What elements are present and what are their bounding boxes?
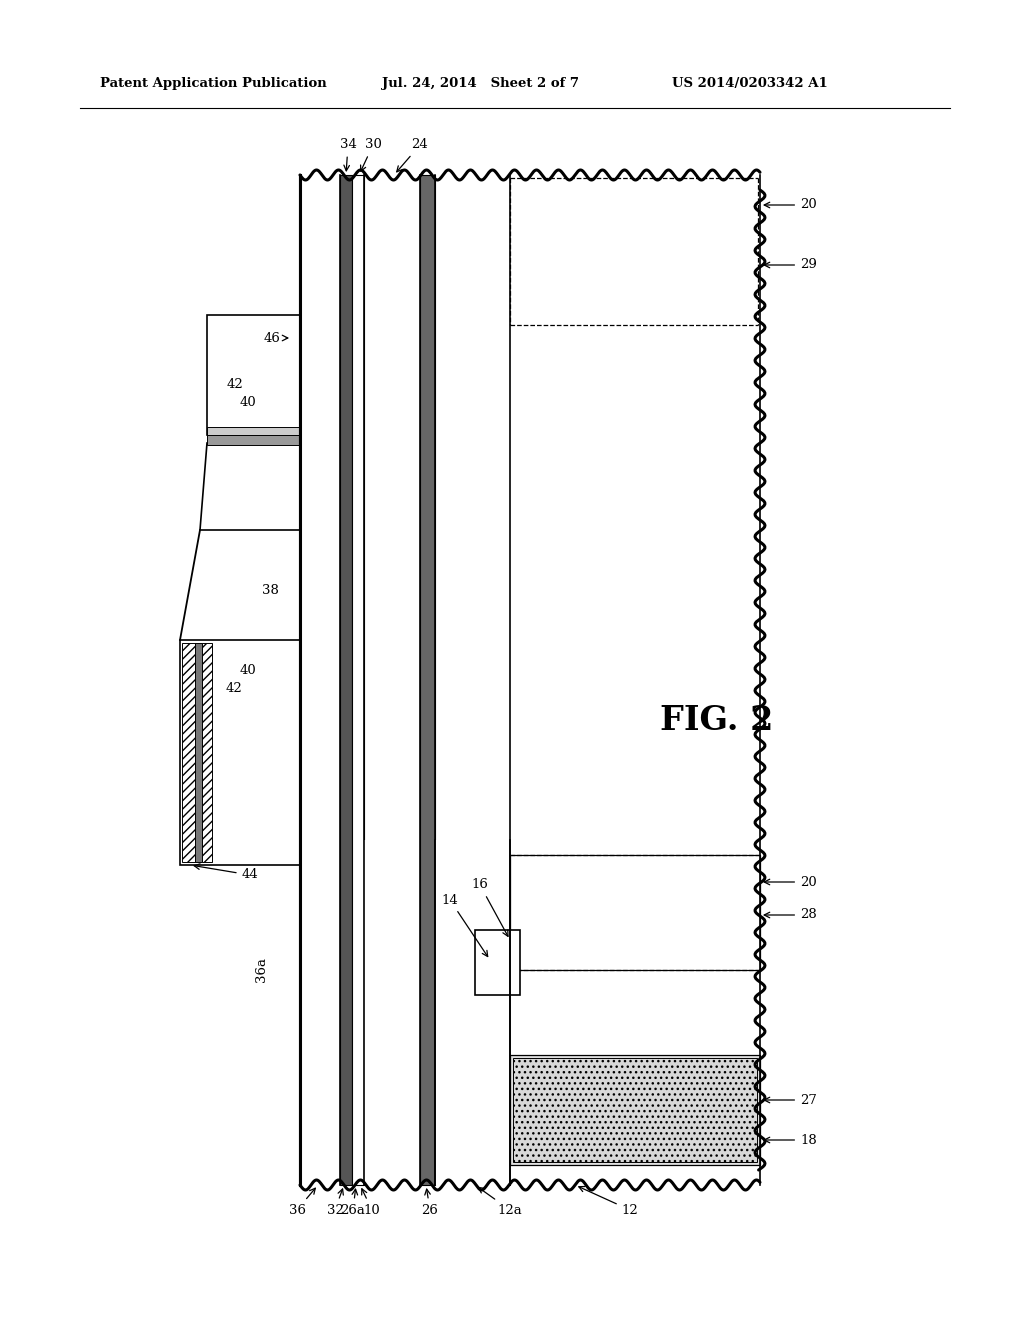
Text: 12a: 12a xyxy=(478,1188,522,1217)
Text: FIG. 2: FIG. 2 xyxy=(660,704,773,737)
Bar xyxy=(207,426,300,436)
Bar xyxy=(510,855,760,970)
Bar xyxy=(207,436,300,445)
Text: 12: 12 xyxy=(579,1187,638,1217)
Text: 20: 20 xyxy=(764,198,817,211)
Bar xyxy=(513,1059,757,1162)
Text: 36a: 36a xyxy=(256,957,268,982)
Text: 16: 16 xyxy=(472,879,508,936)
Bar xyxy=(352,176,364,1185)
Text: 46: 46 xyxy=(263,331,288,345)
Text: 20: 20 xyxy=(764,875,817,888)
Bar xyxy=(510,1055,760,1166)
Text: 40: 40 xyxy=(240,396,256,408)
Text: 14: 14 xyxy=(441,894,487,957)
Text: 30: 30 xyxy=(360,139,381,172)
Text: 27: 27 xyxy=(764,1093,817,1106)
Text: 44: 44 xyxy=(195,863,258,882)
Bar xyxy=(180,640,300,865)
Text: 42: 42 xyxy=(226,379,244,392)
Bar xyxy=(435,840,510,1185)
Text: 18: 18 xyxy=(764,1134,817,1147)
Text: 34: 34 xyxy=(340,139,356,170)
Bar xyxy=(182,643,195,862)
Text: Patent Application Publication: Patent Application Publication xyxy=(100,78,327,91)
Text: 42: 42 xyxy=(225,681,243,694)
Text: US 2014/0203342 A1: US 2014/0203342 A1 xyxy=(672,78,827,91)
Bar xyxy=(475,931,520,995)
Text: 29: 29 xyxy=(764,259,817,272)
Text: 26: 26 xyxy=(422,1189,438,1217)
Bar xyxy=(300,176,340,1185)
Text: 40: 40 xyxy=(240,664,256,676)
Text: 24: 24 xyxy=(396,139,428,172)
Bar xyxy=(435,176,510,1185)
Text: 32: 32 xyxy=(327,1189,343,1217)
Bar xyxy=(420,176,435,1185)
Bar xyxy=(207,315,300,436)
Bar xyxy=(340,176,352,1185)
Bar xyxy=(195,643,202,862)
Bar xyxy=(364,176,420,1185)
Text: Jul. 24, 2014   Sheet 2 of 7: Jul. 24, 2014 Sheet 2 of 7 xyxy=(382,78,579,91)
Text: 38: 38 xyxy=(261,583,279,597)
Text: 10: 10 xyxy=(361,1189,380,1217)
Bar xyxy=(300,176,760,1185)
Bar xyxy=(364,840,420,1185)
Bar xyxy=(202,643,212,862)
Polygon shape xyxy=(200,444,300,531)
Text: 26a: 26a xyxy=(341,1189,366,1217)
Text: 28: 28 xyxy=(764,908,817,921)
Bar xyxy=(510,176,760,1185)
Text: 36: 36 xyxy=(289,1188,315,1217)
